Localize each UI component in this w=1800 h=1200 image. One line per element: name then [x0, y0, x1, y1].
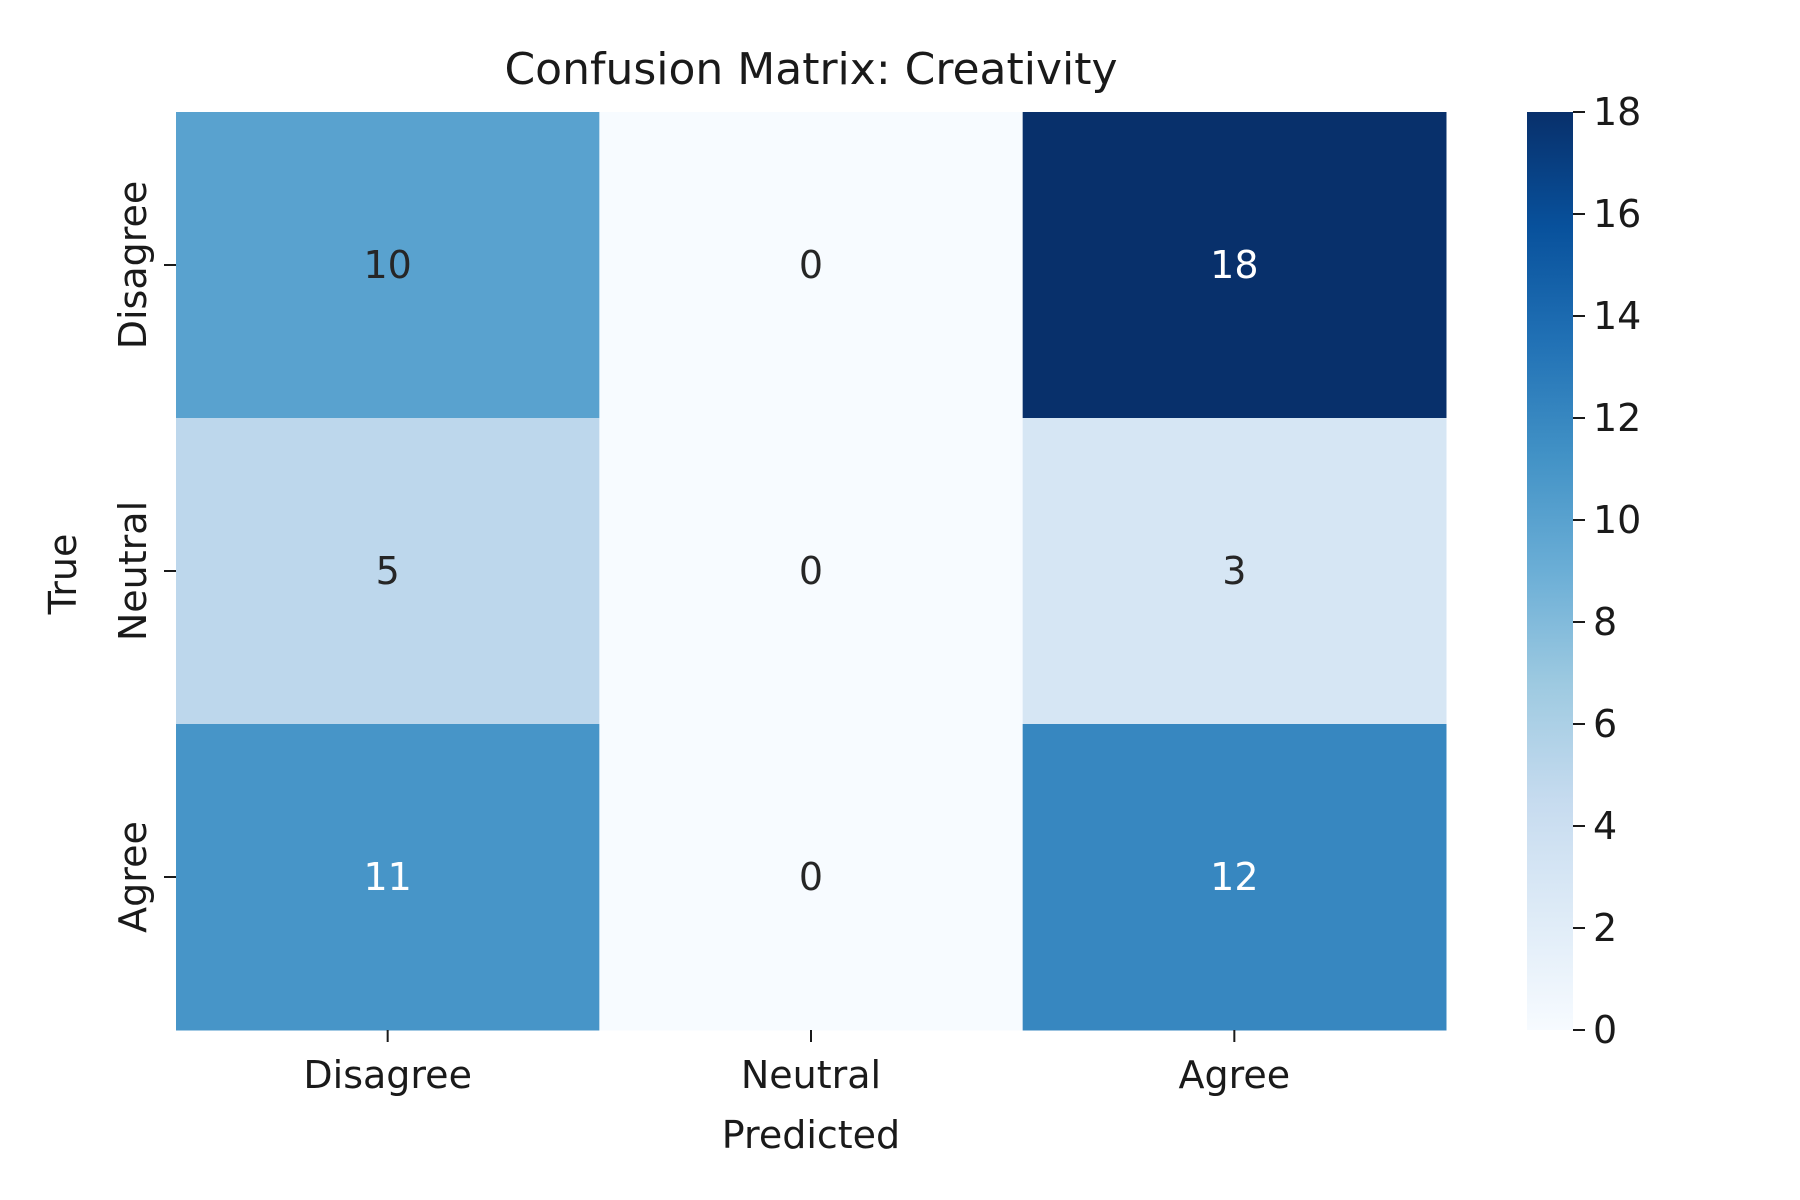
heatmap-cell [1022, 724, 1447, 1031]
colorbar-tick-label: 6 [1593, 702, 1617, 746]
cell-value-label: 18 [1210, 243, 1258, 287]
y-axis-ticks: Disagree Neutral Agree [111, 181, 176, 933]
x-tick-label: Agree [1178, 1053, 1290, 1097]
colorbar-tick-label: 4 [1593, 804, 1617, 848]
colorbar-tick-label: 10 [1593, 498, 1641, 542]
heatmap-cells: 10 0 18 5 0 3 11 0 12 [176, 112, 1447, 1031]
heatmap-cell [599, 724, 1024, 1031]
colorbar [1527, 112, 1573, 1030]
heatmap-cell [1022, 112, 1447, 419]
heatmap-cell [176, 418, 600, 725]
y-tick-label: Neutral [111, 501, 155, 641]
cell-value-label: 11 [363, 855, 411, 899]
y-tick-label: Agree [111, 821, 155, 933]
cell-value-label: 12 [1210, 855, 1258, 899]
colorbar-tick-label: 12 [1593, 396, 1641, 440]
chart-title: Confusion Matrix: Creativity [504, 44, 1117, 95]
colorbar-tick-label: 16 [1593, 192, 1641, 236]
colorbar-tick-label: 2 [1593, 906, 1617, 950]
heatmap-cell [176, 724, 600, 1031]
heatmap-cell [599, 112, 1024, 419]
x-axis-ticks: Disagree Neutral Agree [303, 1030, 1290, 1097]
x-tick-label: Disagree [303, 1053, 472, 1097]
colorbar-ticks: 0 2 4 6 8 10 12 14 16 18 [1573, 90, 1641, 1052]
cell-value-label: 10 [363, 243, 411, 287]
x-axis-label: Predicted [722, 1113, 900, 1157]
x-tick-label: Neutral [741, 1053, 881, 1097]
y-axis-label: True [41, 534, 85, 616]
cell-value-label: 0 [799, 549, 823, 593]
cell-value-label: 5 [376, 549, 400, 593]
colorbar-tick-label: 8 [1593, 600, 1617, 644]
cell-value-label: 0 [799, 855, 823, 899]
cell-value-label: 0 [799, 243, 823, 287]
heatmap-cell [176, 112, 600, 419]
y-tick-label: Disagree [111, 181, 155, 350]
heatmap-cell [599, 418, 1024, 725]
heatmap-cell [1022, 418, 1447, 725]
colorbar-tick-label: 0 [1593, 1008, 1617, 1052]
colorbar-tick-label: 18 [1593, 90, 1641, 134]
cell-value-label: 3 [1222, 549, 1246, 593]
colorbar-tick-label: 14 [1593, 294, 1641, 338]
